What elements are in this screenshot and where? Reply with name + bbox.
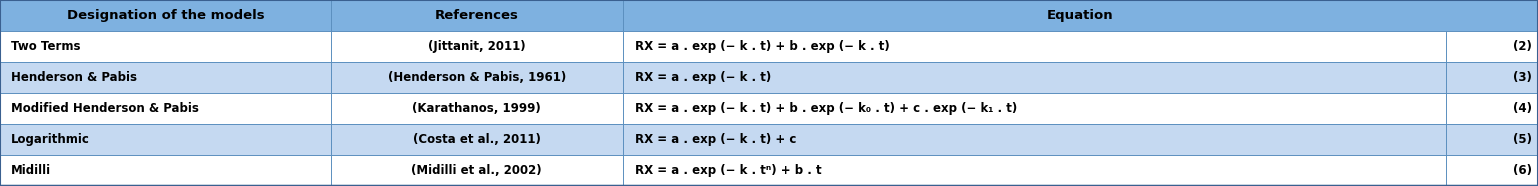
Bar	[0, 124, 1538, 155]
Text: (Midilli et al., 2002): (Midilli et al., 2002)	[412, 164, 541, 177]
Text: RX = a . exp (− k . tⁿ) + b . t: RX = a . exp (− k . tⁿ) + b . t	[635, 164, 821, 177]
Text: (Jittanit, 2011): (Jittanit, 2011)	[428, 40, 526, 53]
Text: (2): (2)	[1513, 40, 1532, 53]
Bar	[0, 155, 1538, 186]
Text: (Henderson & Pabis, 1961): (Henderson & Pabis, 1961)	[388, 71, 566, 84]
Bar	[0, 62, 1538, 93]
Text: RX = a . exp (− k . t) + b . exp (− k₀ . t) + c . exp (− k₁ . t): RX = a . exp (− k . t) + b . exp (− k₀ .…	[635, 102, 1018, 115]
Text: RX = a . exp (− k . t) + b . exp (− k . t): RX = a . exp (− k . t) + b . exp (− k . …	[635, 40, 891, 53]
Text: Henderson & Pabis: Henderson & Pabis	[11, 71, 137, 84]
Text: RX = a . exp (− k . t) + c: RX = a . exp (− k . t) + c	[635, 133, 797, 146]
Text: (Karathanos, 1999): (Karathanos, 1999)	[412, 102, 541, 115]
Bar	[0, 0, 1538, 31]
Text: (6): (6)	[1513, 164, 1532, 177]
Text: (Costa et al., 2011): (Costa et al., 2011)	[412, 133, 541, 146]
Text: RX = a . exp (− k . t): RX = a . exp (− k . t)	[635, 71, 772, 84]
Bar	[0, 93, 1538, 124]
Text: Designation of the models: Designation of the models	[66, 9, 265, 22]
Text: Equation: Equation	[1047, 9, 1114, 22]
Text: Modified Henderson & Pabis: Modified Henderson & Pabis	[11, 102, 198, 115]
Text: Midilli: Midilli	[11, 164, 51, 177]
Text: (3): (3)	[1513, 71, 1532, 84]
Text: (5): (5)	[1513, 133, 1532, 146]
Text: Logarithmic: Logarithmic	[11, 133, 89, 146]
Text: References: References	[435, 9, 518, 22]
Bar	[0, 31, 1538, 62]
Text: (4): (4)	[1513, 102, 1532, 115]
Text: Two Terms: Two Terms	[11, 40, 80, 53]
